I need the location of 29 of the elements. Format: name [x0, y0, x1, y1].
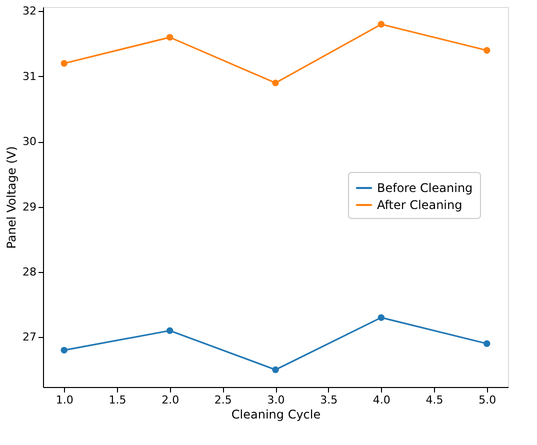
y-tick-label: 32: [22, 4, 36, 18]
x-tick-label: 4.0: [372, 394, 390, 406]
x-tick-label: 2.0: [162, 394, 180, 406]
x-tick-label: 3.5: [320, 394, 338, 406]
x-tick-label: 5.0: [478, 394, 496, 406]
y-axis-title: Panel Voltage (V): [4, 146, 19, 249]
x-tick-label: 1.5: [108, 394, 126, 406]
point: [484, 46, 490, 54]
x-tick-label: 4.5: [426, 394, 444, 406]
x-tick-label: 3.0: [267, 394, 285, 406]
point: [166, 34, 174, 41]
y-tick-label: 28: [22, 265, 36, 278]
point: [166, 327, 174, 334]
y-tick-label: 29: [22, 200, 36, 214]
point: [484, 340, 490, 348]
point: [60, 346, 68, 354]
y-tick-label: 30: [22, 135, 36, 148]
point: [378, 20, 385, 28]
y-tick-label: 31: [22, 70, 36, 83]
point: [272, 366, 279, 374]
point: [272, 80, 279, 86]
x-axis-title: Cleaning Cycle: [231, 408, 321, 422]
legend-label: Before Cleaning: [377, 181, 473, 195]
x-tick-label: 1.0: [56, 394, 74, 406]
legend-label: After Cleaning: [377, 198, 462, 212]
point: [60, 60, 68, 67]
x-tick-label: 2.5: [214, 394, 232, 406]
point: [378, 314, 385, 321]
y-tick-label: 27: [22, 330, 36, 344]
